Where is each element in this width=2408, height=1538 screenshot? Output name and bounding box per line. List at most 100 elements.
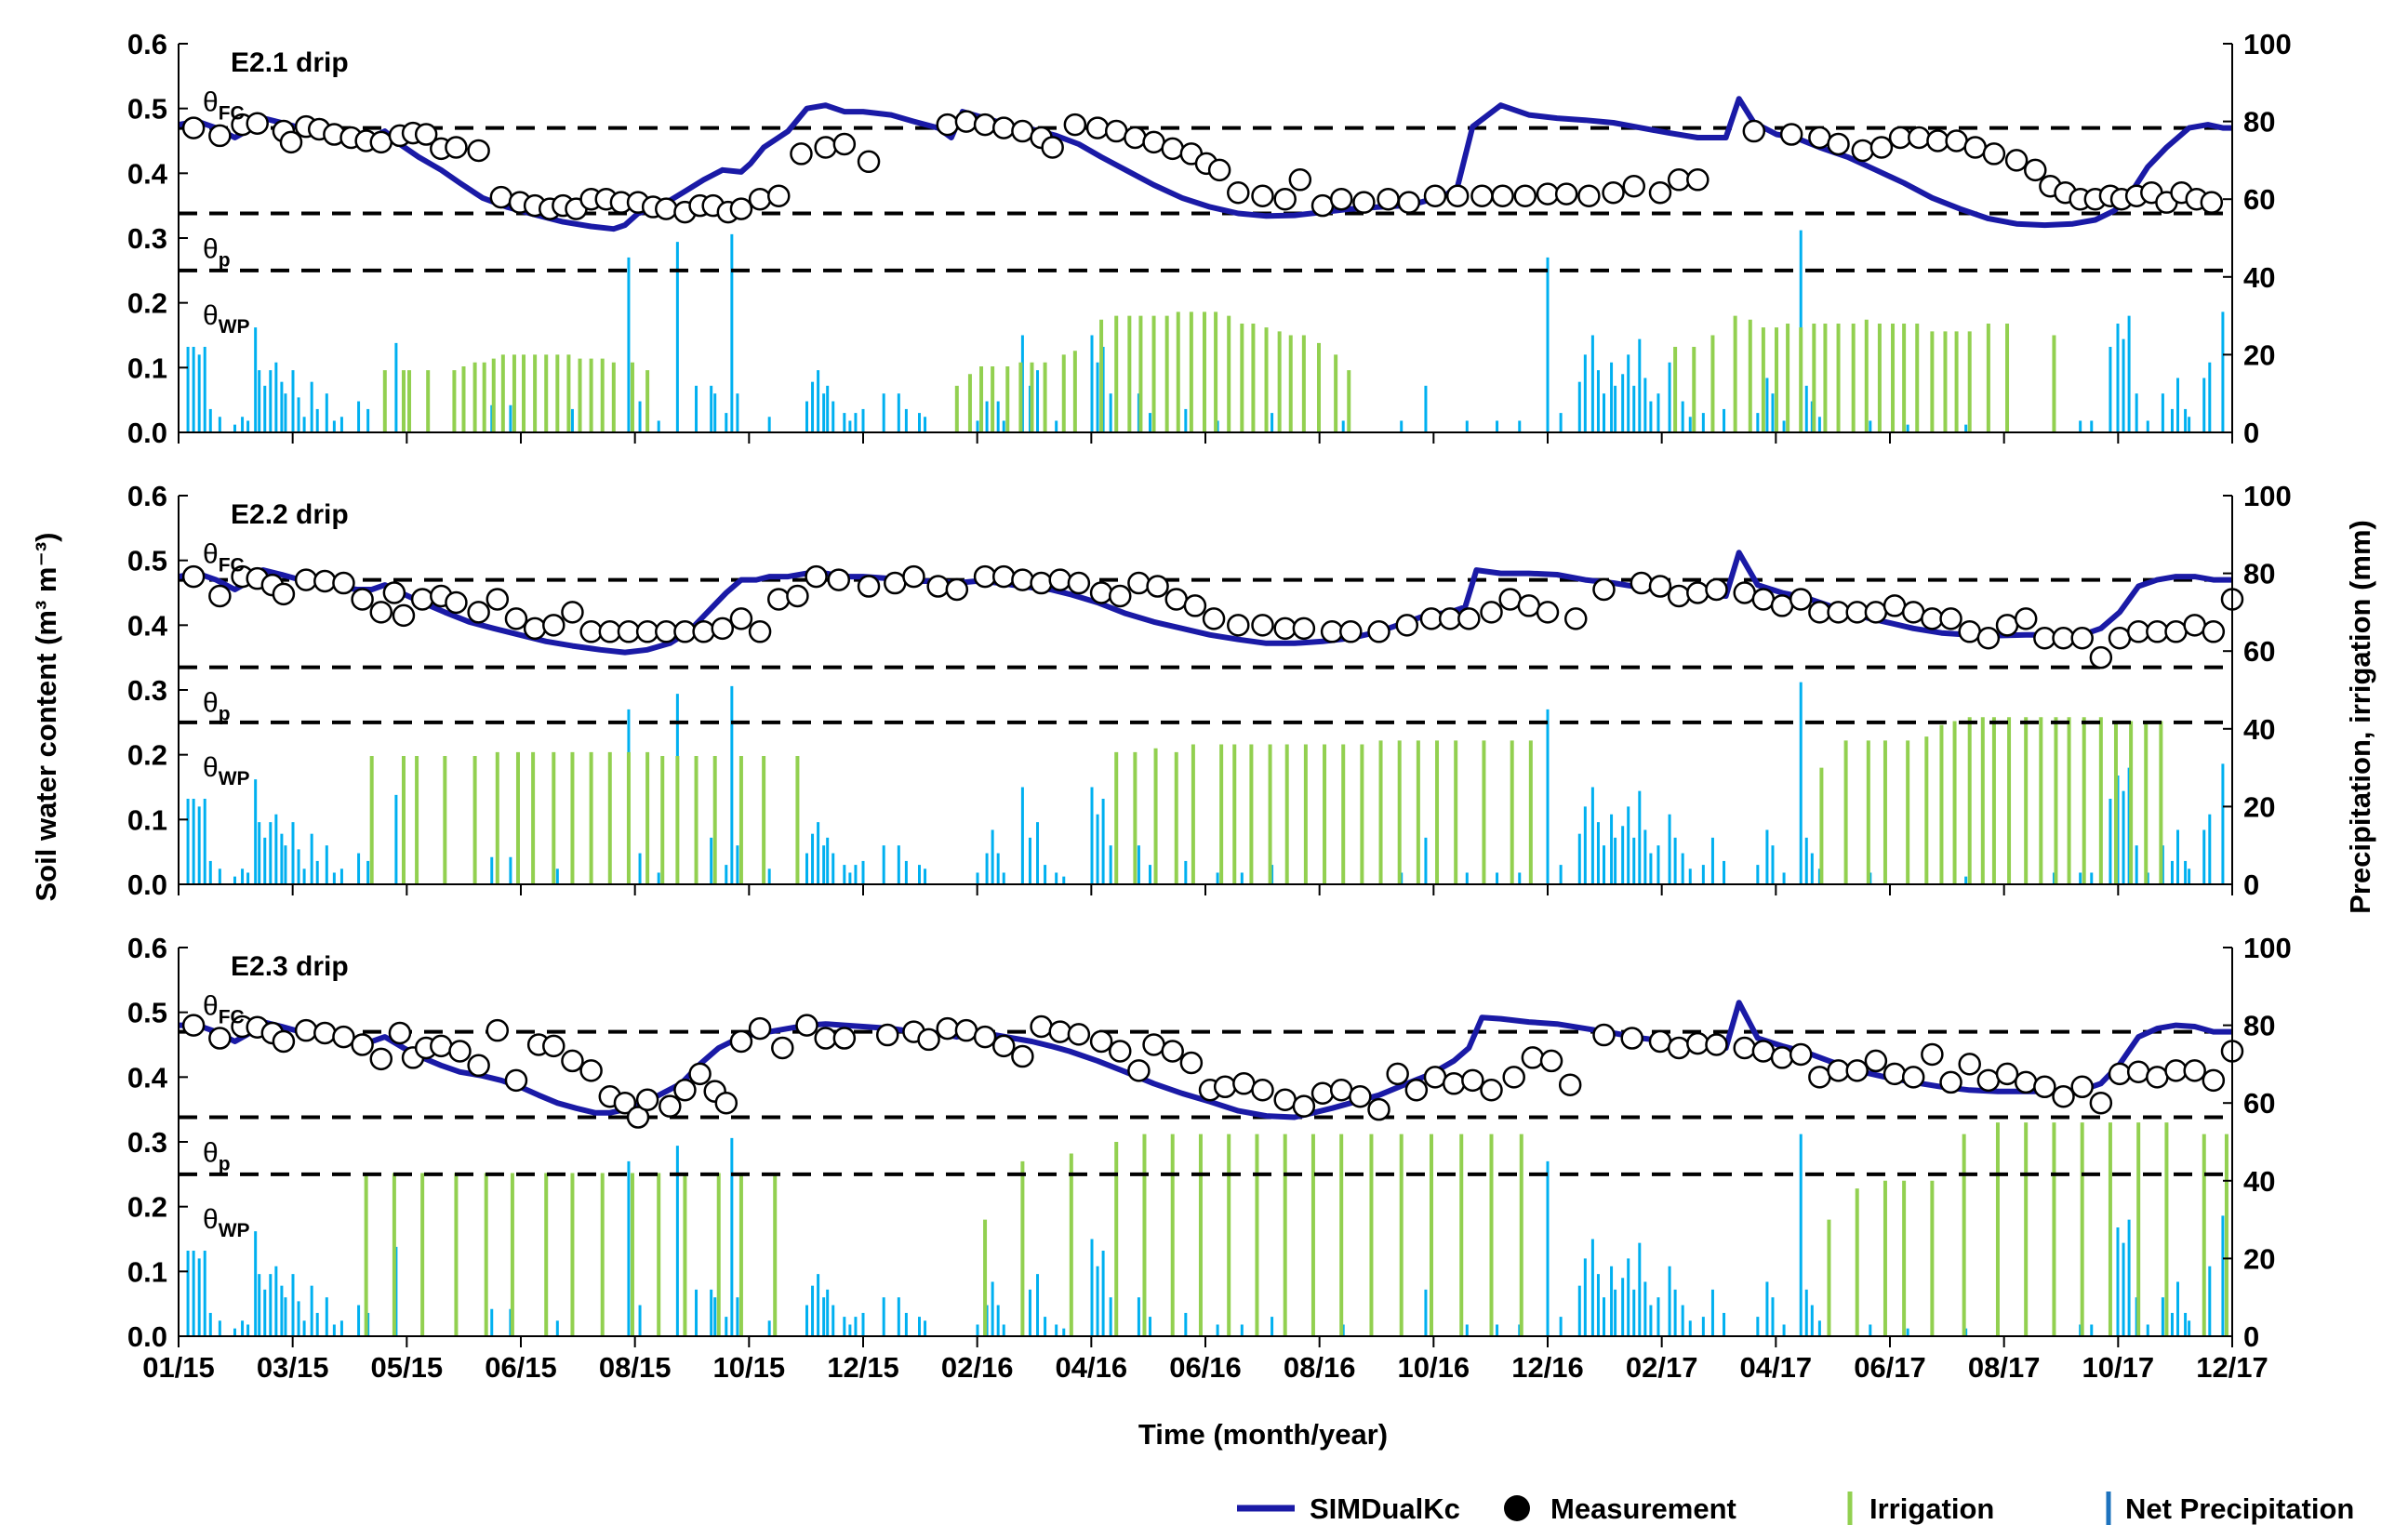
measurement-point (1808, 1066, 1831, 1089)
measurement-point (467, 601, 490, 624)
measurement-point (1770, 1046, 1794, 1069)
x-tick-label: 08/16 (1284, 1351, 1356, 1384)
y-tick-label-right: 100 (2243, 28, 2292, 60)
y-tick-label-right: 40 (2243, 1165, 2275, 1198)
y-tick-label-left: 0.1 (127, 351, 167, 384)
measurement-point (2164, 620, 2188, 643)
measurement-point (936, 113, 959, 137)
measurement-point (748, 187, 772, 211)
x-tick-label: 08/15 (599, 1351, 672, 1384)
y-tick-label-left: 0.2 (127, 287, 167, 320)
measurement-point (673, 1079, 697, 1102)
measurement-point (332, 571, 355, 595)
measurement-point (1367, 620, 1390, 643)
x-tick-label: 08/17 (1968, 1351, 2041, 1384)
measurement-point (711, 617, 735, 641)
measurement-point (991, 116, 1016, 139)
theta-subscript: FC (219, 103, 245, 125)
measurement-point (917, 1028, 940, 1052)
measurement-point (2202, 620, 2226, 643)
theta-subscript: p (219, 1154, 231, 1175)
measurement-point (1063, 113, 1087, 137)
theta-subscript: WP (219, 1220, 250, 1241)
measurement-point (2070, 1075, 2094, 1099)
measurement-point (814, 1027, 837, 1050)
x-tick-label: 04/17 (1740, 1351, 1813, 1384)
measurement-point (1292, 1094, 1316, 1118)
legend-simulation-label: SIMDualKc (1310, 1492, 1460, 1525)
measurement-point (1251, 614, 1274, 637)
measurement-point (272, 582, 296, 606)
measurement-point (1995, 1062, 2019, 1086)
measurement-point (246, 112, 269, 135)
measurement-point (313, 569, 337, 593)
y-tick-label-right: 100 (2243, 480, 2292, 512)
measurement-point (1183, 594, 1207, 617)
measurement-point (1622, 175, 1646, 198)
measurement-point (561, 601, 584, 624)
measurement-point (1067, 1023, 1091, 1046)
measurement-point (1292, 617, 1316, 641)
measurement-point (767, 588, 791, 611)
measurement-point (579, 620, 603, 643)
measurement-point (1963, 136, 1987, 159)
y-tick-label-right: 60 (2243, 635, 2275, 668)
measurement-point (1310, 1081, 1335, 1105)
measurement-point (635, 1088, 659, 1111)
measurement-point (1179, 1051, 1204, 1075)
legend: SIMDualKc Measurement Irrigation Net Pre… (1237, 1492, 2354, 1525)
theta-label-fc: θFC (203, 991, 245, 1028)
y-tick-label-left: 0.4 (127, 157, 168, 190)
measurement-point (208, 584, 232, 608)
measurement-point (1592, 1023, 1616, 1047)
y-tick-label-right: 0 (2243, 417, 2259, 449)
panel-3: 0.0 0.1 0.2 0.3 0.4 0.5 0.6 0 20 40 60 80 100 01/15 03… (127, 932, 2292, 1384)
measurement-point (1491, 184, 1514, 207)
measurement-point (1227, 614, 1250, 637)
measurement-point (1232, 1072, 1256, 1095)
y-axis-left-label: Soil water content (m³ m⁻³) (30, 533, 62, 902)
measurement-point (504, 607, 528, 630)
measurement-point (1882, 594, 1907, 617)
measurement-point (2164, 1059, 2188, 1082)
measurement-point (1109, 1040, 1132, 1063)
y-tick-label-left: 0.0 (127, 1320, 167, 1353)
measurement-point (2183, 614, 2206, 637)
measurement-point (1498, 588, 1522, 611)
measurement-point (767, 184, 791, 207)
measurement-point (2108, 1062, 2132, 1086)
x-tick-label: 10/15 (713, 1351, 786, 1384)
theta-subscript: p (219, 704, 231, 725)
measurement-point (1779, 123, 1803, 146)
measurement-point (936, 1016, 959, 1041)
measurement-point (542, 614, 565, 637)
x-tick-label: 12/17 (2196, 1351, 2268, 1384)
theta-label-p: θp (203, 688, 231, 725)
measurement-point (1213, 1075, 1237, 1099)
theta-label-p: θp (203, 234, 231, 272)
measurement-point (1480, 1079, 1503, 1102)
measurement-point (2052, 627, 2075, 650)
measurement-point (790, 142, 813, 166)
measurement-point (1888, 126, 1912, 150)
measurement-point (1827, 132, 1850, 156)
measurement-point (1945, 129, 1968, 152)
measurement-point (382, 581, 406, 604)
measurement-point (973, 564, 997, 589)
measurement-point (786, 584, 809, 608)
y-tick-label-right: 20 (2243, 1242, 2275, 1275)
measurement-point (714, 1091, 738, 1115)
y-tick-label-right: 60 (2243, 183, 2275, 216)
measurement-point (1349, 1084, 1372, 1108)
measurement-point (2089, 645, 2113, 670)
measurement-point (1423, 1066, 1447, 1089)
y-tick-label-right: 100 (2243, 932, 2292, 964)
y-tick-label-right: 0 (2243, 1320, 2259, 1353)
measurement-point (1030, 571, 1053, 595)
measurement-point (414, 123, 438, 146)
measurement-point (857, 150, 881, 174)
measurement-point (467, 1054, 490, 1078)
x-tick-label: 10/16 (1398, 1351, 1470, 1384)
measurement-point (1667, 584, 1691, 608)
